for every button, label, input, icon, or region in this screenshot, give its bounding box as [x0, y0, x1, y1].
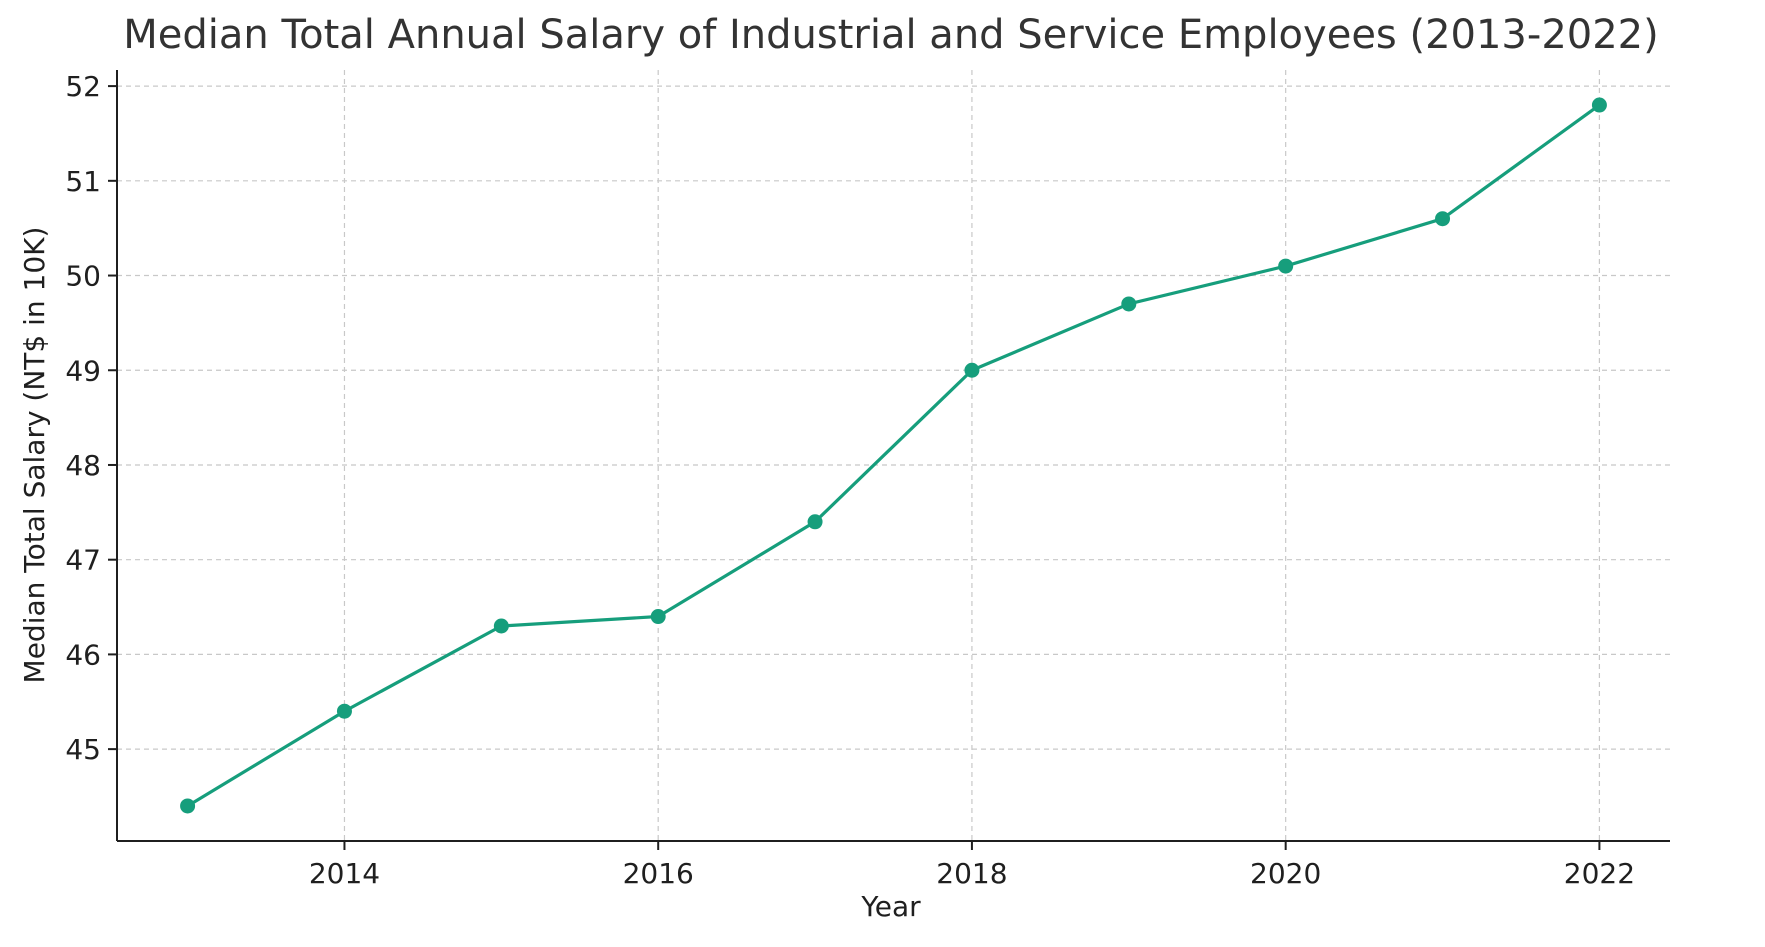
y-tick-label-51: 51 [65, 165, 101, 198]
x-tick-label-2014: 2014 [309, 857, 380, 890]
data-point-2021 [1435, 211, 1451, 227]
x-axis-label: Year [860, 890, 921, 923]
x-tick-label-2016: 2016 [623, 857, 694, 890]
data-point-2015 [493, 618, 509, 634]
data-point-2019 [1121, 296, 1137, 312]
series-line-0 [185, 103, 1602, 808]
y-tick-label-49: 49 [65, 354, 101, 387]
x-tick-label-2020: 2020 [1250, 857, 1321, 890]
y-tick-label-48: 48 [65, 449, 101, 482]
data-point-2018 [964, 362, 980, 378]
series-layer [180, 97, 1607, 814]
data-point-2017 [807, 514, 823, 530]
y-tick-label-47: 47 [65, 544, 101, 577]
data-point-2016 [650, 609, 666, 625]
chart-title: Median Total Annual Salary of Industrial… [123, 12, 1658, 58]
y-axis-label: Median Total Salary (NT$ in 10K) [18, 227, 51, 684]
y-tick-label-46: 46 [65, 638, 101, 671]
x-tick-label-2018: 2018 [936, 857, 1007, 890]
y-tick-label-52: 52 [65, 70, 101, 103]
axes [116, 70, 1670, 842]
data-point-2022 [1591, 97, 1607, 113]
data-point-2013 [180, 798, 196, 814]
x-tick-label-2022: 2022 [1564, 857, 1635, 890]
data-point-2020 [1278, 258, 1294, 274]
y-tick-label-50: 50 [65, 260, 101, 293]
y-tick-label-45: 45 [65, 733, 101, 766]
grid [117, 70, 1670, 841]
ticks: 2014 2016 2018 2020 2022 45 46 47 48 49 50 51 52 [65, 70, 1635, 890]
data-point-2014 [336, 703, 352, 719]
